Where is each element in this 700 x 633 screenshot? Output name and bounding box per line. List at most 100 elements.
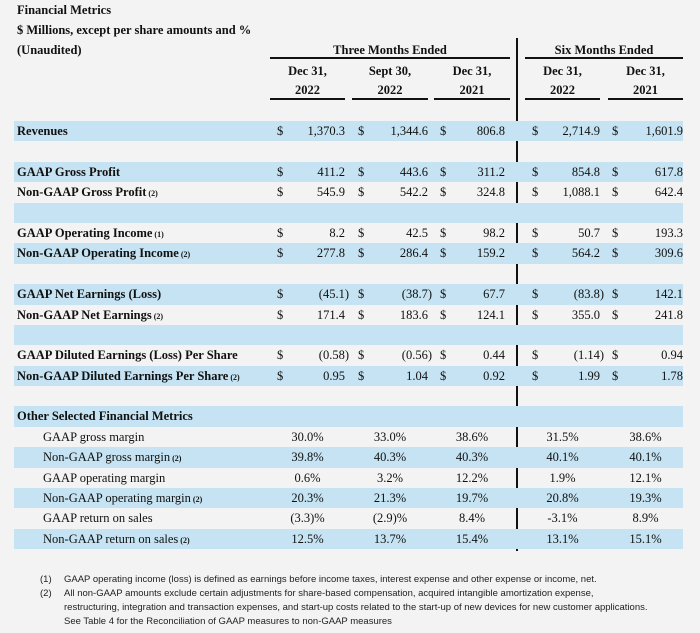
cell-value: 98.2 bbox=[483, 225, 505, 240]
table-row: GAAP Operating Income (1) $8.2 $42.5 $98.2 $5… bbox=[14, 223, 683, 243]
cell-value: 12.2% bbox=[455, 470, 489, 485]
cell-value: 0.94 bbox=[661, 348, 683, 363]
section-header-row: Other Selected Financial Metrics bbox=[14, 406, 683, 427]
table-row: Non-GAAP Operating Income (2) $277.8 $286.4… bbox=[14, 243, 683, 264]
cell-value: 0.44 bbox=[483, 348, 505, 363]
cell-value: 39.8% bbox=[291, 450, 324, 465]
divider bbox=[525, 57, 683, 59]
cell-value: 124.1 bbox=[476, 307, 505, 322]
column-header: Dec 31, 2022 bbox=[525, 62, 600, 100]
row-label: GAAP operating margin bbox=[43, 471, 165, 486]
cell-value: 13.7% bbox=[373, 531, 407, 546]
cell-value: 19.7% bbox=[455, 491, 489, 506]
cell-value: (45.1) bbox=[318, 287, 349, 302]
cell-value: (0.56) bbox=[401, 348, 432, 363]
cell-value: 8.2 bbox=[329, 225, 345, 240]
currency-symbol: $ bbox=[440, 307, 447, 322]
cell-value: (1.14) bbox=[573, 348, 604, 363]
cell-value: 806.8 bbox=[476, 124, 505, 138]
cell-value: (2.9)% bbox=[372, 511, 408, 526]
cell-value: 443.6 bbox=[399, 164, 428, 179]
currency-symbol: $ bbox=[532, 307, 539, 322]
six-months-header: Six Months Ended bbox=[554, 43, 654, 57]
cell-value: 8.4% bbox=[458, 511, 486, 526]
cell-value: 411.2 bbox=[317, 164, 345, 179]
cell-value: 309.6 bbox=[654, 246, 683, 261]
table-row: Non-GAAP Gross Profit (2) $545.9 $542.2 $324… bbox=[14, 182, 683, 202]
currency-symbol: $ bbox=[358, 164, 365, 179]
currency-symbol: $ bbox=[440, 185, 447, 200]
table-row: Non-GAAP Net Earnings (2) $171.4 $183.6 $124… bbox=[14, 305, 683, 325]
cell-value: 1.04 bbox=[406, 368, 428, 383]
spacer-row bbox=[14, 141, 683, 161]
currency-symbol: $ bbox=[358, 348, 365, 363]
cell-value: -3.1% bbox=[547, 511, 578, 526]
currency-symbol: $ bbox=[612, 307, 619, 322]
row-label: Non-GAAP Diluted Earnings Per Share (2) bbox=[17, 369, 240, 384]
spacer-row bbox=[14, 202, 683, 223]
currency-symbol: $ bbox=[277, 368, 284, 383]
cell-value: 324.8 bbox=[476, 185, 505, 200]
row-label-text: GAAP Net Earnings (Loss) bbox=[17, 287, 162, 302]
currency-symbol: $ bbox=[358, 307, 365, 322]
column-header: Dec 31, 2021 bbox=[608, 62, 683, 100]
cell-value: 1.99 bbox=[578, 368, 600, 383]
metrics-table: Revenues $1,370.3 $1,344.6 $806.8 $2,714.9 $1… bbox=[14, 121, 684, 550]
cell-value: 241.8 bbox=[654, 307, 683, 322]
cell-value: 67.7 bbox=[483, 287, 505, 302]
table-row: GAAP Gross Profit $411.2 $443.6 $311.2 $854.… bbox=[14, 161, 683, 183]
footnote-ref: (2) bbox=[180, 535, 190, 545]
currency-symbol: $ bbox=[440, 348, 447, 363]
cell-value: 38.6% bbox=[629, 429, 662, 444]
currency-symbol: $ bbox=[612, 348, 619, 363]
cell-value: 1,344.6 bbox=[390, 124, 429, 138]
cell-value: 171.4 bbox=[316, 307, 345, 322]
row-label: Non-GAAP Operating Income (2) bbox=[17, 246, 190, 261]
currency-symbol: $ bbox=[612, 287, 619, 302]
row-label: GAAP Operating Income (1) bbox=[17, 226, 164, 241]
report-subtitle: $ Millions, except per share amounts and… bbox=[17, 23, 252, 37]
row-label: Non-GAAP gross margin (2) bbox=[43, 450, 181, 465]
currency-symbol: $ bbox=[440, 225, 447, 240]
currency-symbol: $ bbox=[612, 368, 619, 383]
row-label-text: Non-GAAP Net Earnings bbox=[17, 307, 152, 322]
cell-value: 1,601.9 bbox=[645, 124, 684, 138]
row-label-text: GAAP gross margin bbox=[43, 429, 145, 444]
currency-symbol: $ bbox=[358, 124, 365, 138]
table-row: GAAP Diluted Earnings (Loss) Per Share $ (… bbox=[14, 345, 683, 365]
cell-value: 0.92 bbox=[483, 368, 505, 383]
currency-symbol: $ bbox=[532, 164, 539, 179]
row-label: Non-GAAP operating margin (2) bbox=[43, 491, 202, 506]
column-header: Dec 31, 2021 bbox=[434, 62, 510, 100]
column-header: Dec 31, 2022 bbox=[270, 62, 345, 100]
row-label-text: Other Selected Financial Metrics bbox=[17, 409, 193, 424]
row-label: Non-GAAP Net Earnings (2) bbox=[17, 308, 163, 323]
currency-symbol: $ bbox=[440, 124, 447, 138]
currency-symbol: $ bbox=[532, 225, 539, 240]
cell-value: 545.9 bbox=[316, 185, 345, 200]
row-label: Other Selected Financial Metrics bbox=[17, 409, 193, 424]
row-label: GAAP Net Earnings (Loss) bbox=[17, 287, 161, 302]
cell-value: 617.8 bbox=[654, 164, 683, 179]
currency-symbol: $ bbox=[277, 225, 284, 240]
cell-value: 12.5% bbox=[291, 531, 324, 546]
cell-value: 193.3 bbox=[654, 225, 683, 240]
cell-value: 183.6 bbox=[399, 307, 428, 322]
currency-symbol: $ bbox=[277, 348, 284, 363]
divider bbox=[434, 98, 510, 100]
footnote-ref: (2) bbox=[180, 250, 191, 260]
cell-value: 311.2 bbox=[477, 164, 505, 179]
currency-symbol: $ bbox=[612, 185, 619, 200]
currency-symbol: $ bbox=[277, 164, 284, 179]
currency-symbol: $ bbox=[277, 246, 284, 261]
cell-value: 1,088.1 bbox=[562, 185, 601, 200]
table-row: GAAP return on sales (3.3)% (2.9)% 8.4% -3.1… bbox=[14, 508, 683, 528]
currency-symbol: $ bbox=[440, 287, 447, 302]
cell-value: 20.3% bbox=[291, 491, 324, 506]
currency-symbol: $ bbox=[358, 246, 365, 261]
currency-symbol: $ bbox=[277, 287, 284, 302]
cell-value: 20.8% bbox=[546, 491, 579, 506]
cell-value: 33.0% bbox=[373, 429, 407, 444]
cell-value: 1.9% bbox=[549, 470, 576, 485]
column-header-date: Dec 31, bbox=[288, 64, 327, 78]
